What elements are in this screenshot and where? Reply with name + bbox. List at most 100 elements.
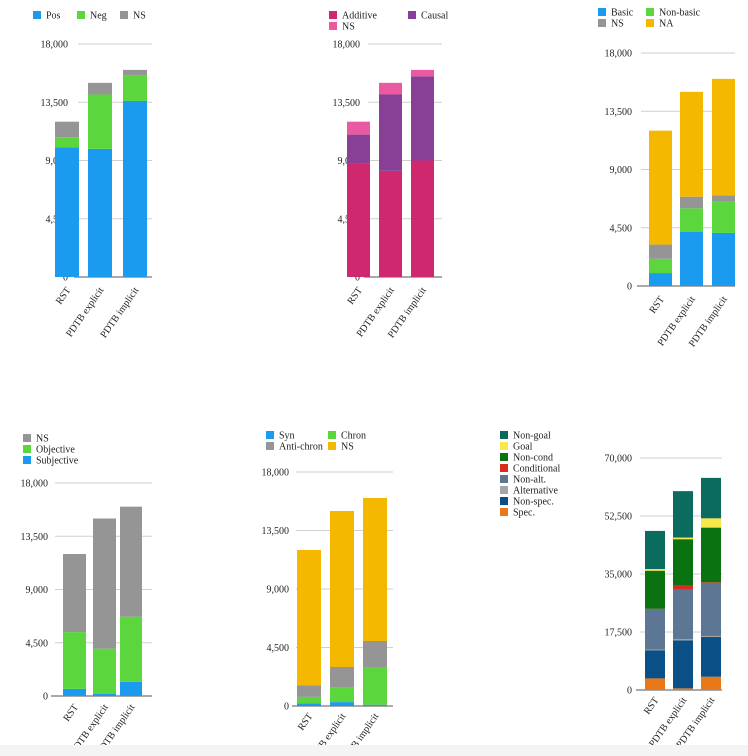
bar-anti-chron-0 (297, 685, 321, 697)
bar-ns-1 (93, 518, 116, 649)
y-tick-label: 13,500 (333, 98, 361, 109)
bar-alternative-1 (673, 639, 693, 641)
bar-non-basic-1 (680, 208, 703, 232)
legend-label: NS (36, 434, 49, 445)
bar-ns-1 (330, 511, 354, 667)
legend-swatch (328, 442, 336, 450)
bar-chron-2 (363, 667, 387, 705)
bar-ns-0 (297, 550, 321, 686)
bar-spec--0 (645, 678, 665, 690)
legend-swatch (23, 456, 31, 464)
bar-objective-0 (63, 632, 86, 689)
bar-non-goal-1 (673, 491, 693, 538)
bar-syn-2 (363, 704, 387, 706)
y-tick-label: 70,000 (605, 454, 633, 465)
bar-neg-1 (88, 94, 112, 149)
legend-swatch (23, 434, 31, 442)
y-tick-label: 4,500 (267, 643, 290, 654)
legend-label: Non-alt. (513, 475, 546, 486)
bar-non-spec--1 (673, 640, 693, 689)
legend-swatch (500, 431, 508, 439)
bar-causal-1 (379, 94, 402, 171)
legend-swatch (500, 453, 508, 461)
legend-label: Chron (341, 431, 366, 442)
bar-ns-2 (123, 69, 147, 76)
bar-subjective-1 (93, 693, 116, 696)
legend-label: Causal (421, 11, 448, 22)
legend-label: NS (611, 19, 624, 30)
bar-non-alt--2 (701, 582, 721, 636)
bar-ns-1 (680, 196, 703, 209)
legend-swatch (23, 445, 31, 453)
x-category-label: RST (345, 285, 365, 306)
x-category-label: RST (296, 711, 316, 732)
bar-alternative-0 (645, 649, 665, 651)
bar-chron-1 (330, 687, 354, 703)
x-category-label: RST (647, 294, 667, 315)
bar-spec--1 (673, 688, 693, 690)
bar-ns-2 (120, 506, 142, 617)
bar-non-goal-2 (701, 477, 721, 519)
legend-label: Goal (513, 442, 533, 453)
y-tick-label: 9,000 (26, 585, 49, 596)
bar-ns-2 (363, 498, 387, 641)
bar-causal-0 (347, 134, 370, 164)
bar-chron-0 (297, 696, 321, 704)
bar-syn-1 (330, 702, 354, 706)
legend-swatch (500, 475, 508, 483)
y-tick-label: 9,000 (267, 585, 290, 596)
y-tick-label: 0 (355, 273, 360, 284)
bar-non-alt--0 (645, 609, 665, 650)
bar-non-cond-0 (645, 570, 665, 609)
bar-ns-0 (63, 554, 86, 633)
legend-swatch (266, 442, 274, 450)
bar-na-0 (649, 130, 672, 245)
bar-additive-0 (347, 163, 370, 277)
legend-label: Subjective (36, 456, 79, 467)
legend-label: Spec. (513, 508, 535, 519)
bar-na-2 (712, 78, 735, 196)
y-tick-label: 0 (627, 686, 632, 697)
bar-ns-0 (649, 244, 672, 259)
legend-label: Non-spec. (513, 497, 554, 508)
bar-basic-0 (649, 273, 672, 286)
legend-label: Objective (36, 445, 75, 456)
legend-swatch (500, 442, 508, 450)
bar-non-cond-2 (701, 527, 721, 583)
bar-goal-2 (701, 518, 721, 528)
bar-basic-2 (712, 232, 735, 286)
bar-na-1 (680, 91, 703, 197)
bar-ns-1 (88, 82, 112, 95)
legend-label: Alternative (513, 486, 559, 497)
legend-swatch (266, 431, 274, 439)
y-tick-label: 18,000 (21, 479, 49, 490)
footer-strip (0, 745, 748, 756)
bar-anti-chron-2 (363, 641, 387, 667)
bar-non-basic-0 (649, 258, 672, 274)
x-category-label: RST (54, 285, 74, 306)
bar-non-alt--1 (673, 589, 693, 640)
legend-swatch (500, 508, 508, 516)
bar-neg-2 (123, 75, 147, 101)
legend-swatch (329, 22, 337, 30)
legend-label: NS (133, 11, 146, 22)
legend-label: Anti-chron (279, 442, 323, 453)
x-category-label: RST (642, 695, 662, 716)
y-tick-label: 9,000 (610, 165, 633, 176)
y-tick-label: 0 (43, 692, 48, 703)
legend-label: Pos (46, 11, 61, 22)
bar-causal-2 (411, 76, 434, 161)
bar-spec--2 (701, 676, 721, 690)
y-tick-label: 0 (63, 273, 68, 284)
y-tick-label: 18,000 (41, 40, 69, 51)
legend-swatch (598, 19, 606, 27)
bar-non-basic-2 (712, 201, 735, 233)
legend-swatch (598, 8, 606, 16)
legend-label: Syn (279, 431, 295, 442)
legend-swatch (328, 431, 336, 439)
